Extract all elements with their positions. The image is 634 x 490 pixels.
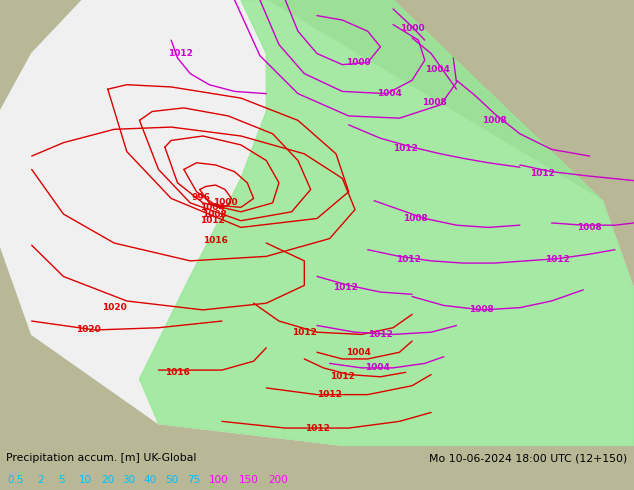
Text: 1016: 1016 [165, 368, 190, 377]
Text: 5: 5 [58, 475, 65, 485]
Text: 1020: 1020 [101, 303, 127, 312]
Text: 150: 150 [238, 475, 258, 485]
Text: 1012: 1012 [529, 170, 555, 178]
Text: 1012: 1012 [545, 255, 571, 264]
Text: 1008: 1008 [422, 98, 447, 107]
Text: 50: 50 [165, 475, 179, 485]
Text: 1012: 1012 [304, 423, 330, 433]
Text: 1020: 1020 [76, 325, 101, 335]
Text: Mo 10-06-2024 18:00 UTC (12+150): Mo 10-06-2024 18:00 UTC (12+150) [429, 453, 628, 463]
Text: 10: 10 [79, 475, 93, 485]
Text: 1012: 1012 [330, 372, 355, 381]
Text: 40: 40 [144, 475, 157, 485]
Text: 0.5: 0.5 [8, 475, 24, 485]
Text: Precipitation accum. [m] UK-Global: Precipitation accum. [m] UK-Global [6, 453, 197, 463]
Text: 1008: 1008 [482, 116, 507, 125]
Text: 1012: 1012 [200, 216, 225, 225]
Polygon shape [0, 0, 634, 446]
Text: 1004: 1004 [377, 89, 403, 98]
Text: 1008: 1008 [202, 210, 227, 219]
Text: 1012: 1012 [333, 283, 358, 292]
Text: 1012: 1012 [317, 390, 342, 399]
Text: 1012: 1012 [292, 328, 317, 337]
Text: 20: 20 [101, 475, 114, 485]
Text: 1000: 1000 [346, 58, 370, 67]
Text: 30: 30 [122, 475, 136, 485]
Text: 200: 200 [268, 475, 288, 485]
Text: 1012: 1012 [168, 49, 193, 58]
Text: 1008: 1008 [469, 305, 495, 315]
Text: 1012: 1012 [368, 330, 393, 339]
Text: 1008: 1008 [577, 223, 602, 232]
Text: 1004: 1004 [200, 203, 225, 212]
Text: 996: 996 [191, 193, 210, 201]
Text: 1000: 1000 [213, 198, 237, 207]
Text: 1008: 1008 [403, 214, 428, 223]
Text: 1004: 1004 [425, 65, 450, 74]
Text: 2: 2 [37, 475, 44, 485]
Polygon shape [139, 0, 634, 446]
Text: 75: 75 [187, 475, 200, 485]
Text: 1000: 1000 [400, 24, 424, 33]
Text: 1012: 1012 [393, 144, 418, 152]
Text: 1004: 1004 [346, 348, 371, 357]
Text: 1016: 1016 [203, 236, 228, 245]
Text: 1012: 1012 [396, 255, 422, 264]
Text: 1004: 1004 [365, 364, 390, 372]
Text: 100: 100 [209, 475, 228, 485]
